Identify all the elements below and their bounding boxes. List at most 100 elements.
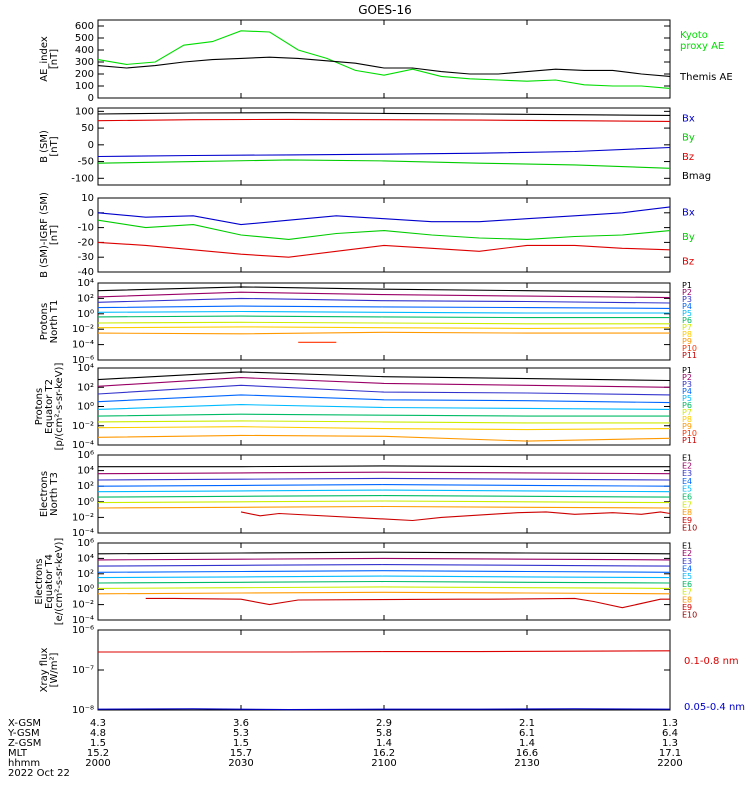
legend-panel-6-e1: E1	[682, 453, 692, 462]
footer-value: 16.2	[373, 748, 395, 759]
panel-3-series-bz	[97, 241, 671, 258]
panel-4-series-p1	[97, 286, 671, 293]
panel-4-series-p9	[97, 331, 670, 335]
panel-6-series-e4	[97, 484, 671, 487]
panel-7-series-e3	[97, 564, 671, 567]
panel-5-series-p6	[97, 413, 670, 417]
legend-panel-6-e8: E8	[682, 508, 692, 517]
footer-value: 3.6	[233, 718, 249, 729]
panel-7-ytick-label: 10²	[77, 569, 94, 580]
panel-5-ytick-label: 10²	[77, 382, 94, 393]
panel-7-series-e7	[97, 586, 671, 589]
panel-4-ytick-label: 10⁻²	[72, 324, 94, 335]
panel-5-ylabel: Equator T2	[44, 379, 55, 434]
panel-8-ytick-label: 10⁻⁶	[72, 625, 94, 636]
footer-value: 1.5	[90, 738, 106, 749]
legend-panel-6-e5: E5	[682, 485, 692, 494]
legend-panel-4-p10: P10	[682, 344, 697, 353]
panel-5-series-p3	[97, 384, 671, 396]
legend-panel-7-e10: E10	[682, 611, 697, 620]
footer-value: 15.2	[87, 748, 109, 759]
legend-panel-4-p8: P8	[682, 330, 692, 339]
panel-4-series-p8	[97, 326, 671, 329]
panel-7-ytick-label: 10⁶	[77, 538, 94, 549]
panel-7-ylabel: Electrons	[34, 558, 45, 604]
panel-4-ylabel: North T1	[49, 300, 60, 344]
panel-3-ytick-label: -30	[78, 252, 94, 263]
panel-8-ytick-label: 10⁻⁷	[72, 665, 94, 676]
legend-panel-6-e7: E7	[682, 500, 692, 509]
footer-value: 2130	[514, 758, 539, 769]
panel-1-ylabel: [nT]	[49, 49, 60, 69]
legend-panel-5-p8: P8	[682, 415, 692, 424]
legend-panel-2-by: By	[682, 133, 695, 144]
panel-1-series-themis-ae	[97, 56, 671, 77]
panel-2-ytick-label: 0	[88, 140, 94, 151]
footer-value: 6.1	[519, 728, 535, 739]
legend-panel-5-p9: P9	[682, 422, 692, 431]
panel-5-series-p1	[97, 371, 671, 382]
footer-value: 5.8	[376, 728, 392, 739]
panel-4-ytick-label: 10⁴	[77, 278, 94, 289]
panel-4-series-p7	[97, 321, 670, 325]
panel-1-ytick-label: 0	[88, 93, 94, 104]
footer-row-label: hhmm	[8, 758, 40, 769]
panel-1-frame	[97, 19, 671, 99]
panel-7-ylabel: Equator T4	[44, 554, 55, 609]
panel-5-series-p8	[97, 426, 671, 431]
footer-row-label: MLT	[8, 748, 28, 759]
panel-6-series-e9	[240, 511, 671, 522]
legend-panel-7-e2: E2	[682, 549, 692, 558]
panel-6-series-e3	[97, 477, 671, 481]
panel-2-ylabel: [nT]	[49, 136, 60, 156]
panel-5-ytick-label: 10⁴	[77, 363, 94, 374]
legend-panel-2-bx: Bx	[682, 113, 695, 124]
panel-1-series-kyoto-proxy-ae	[97, 30, 671, 89]
panel-4-ytick-label: 10⁰	[77, 309, 94, 320]
panel-5-series-p7	[97, 420, 670, 424]
panel-8-ylabel: Xray flux	[39, 648, 50, 693]
panel-3-ylabel: [nT]	[49, 225, 60, 245]
panel-4-series-p5	[97, 310, 670, 314]
plot-title: GOES-16	[358, 3, 412, 17]
legend-panel-6-e6: E6	[682, 492, 692, 501]
panel-6-ytick-label: 10⁶	[77, 450, 94, 461]
legend-ae-0: proxy AE	[680, 41, 724, 52]
legend-panel-5-p5: P5	[682, 394, 692, 403]
footer-value: 6.4	[662, 728, 678, 739]
panel-2-ytick-label: 50	[81, 123, 94, 134]
panel-7-series-e2	[97, 557, 671, 561]
panel-4-ytick-label: 10²	[77, 293, 94, 304]
legend-panel-4-p1: P1	[682, 281, 692, 290]
footer-value: 1.4	[376, 738, 392, 749]
panel-7-series-e9	[145, 597, 670, 609]
legend-xray-long: 0.1-0.8 nm	[684, 656, 739, 667]
legend-panel-2-bz: Bz	[682, 152, 694, 163]
panel-8-ylabel: [W/m²]	[49, 652, 60, 687]
footer-value: 2030	[228, 758, 253, 769]
legend-panel-5-p7: P7	[682, 408, 692, 417]
panel-4-series-p2	[97, 291, 671, 299]
panel-6-ytick-label: 10⁴	[77, 466, 94, 477]
footer-value: 17.1	[659, 748, 681, 759]
panel-3-ytick-label: -40	[78, 267, 94, 278]
panel-3-series-bx	[97, 206, 671, 226]
panel-6-series-e7	[97, 500, 671, 504]
panel-4-series-p3	[97, 297, 671, 304]
footer-value: 1.5	[233, 738, 249, 749]
legend-ae-1: Themis AE	[679, 72, 733, 83]
panel-5-ytick-label: 10⁰	[77, 402, 94, 413]
legend-panel-4-p4: P4	[682, 302, 692, 311]
panel-3-ytick-label: -10	[78, 223, 94, 234]
panel-3-ylabel: B (SM)-IGRF (SM)	[39, 192, 50, 278]
panel-3-frame	[97, 197, 671, 273]
panel-8-frame	[97, 629, 671, 711]
legend-ae-0: Kyoto	[680, 30, 708, 41]
panel-2-series-bmag	[97, 112, 671, 116]
panel-6-ytick-label: 10⁻²	[72, 512, 94, 523]
panel-5-series-p2	[97, 377, 671, 388]
panel-6-ylabel: Electrons	[39, 471, 50, 517]
footer-value: 4.8	[90, 728, 106, 739]
footer-row-label: Z-GSM	[8, 738, 41, 749]
